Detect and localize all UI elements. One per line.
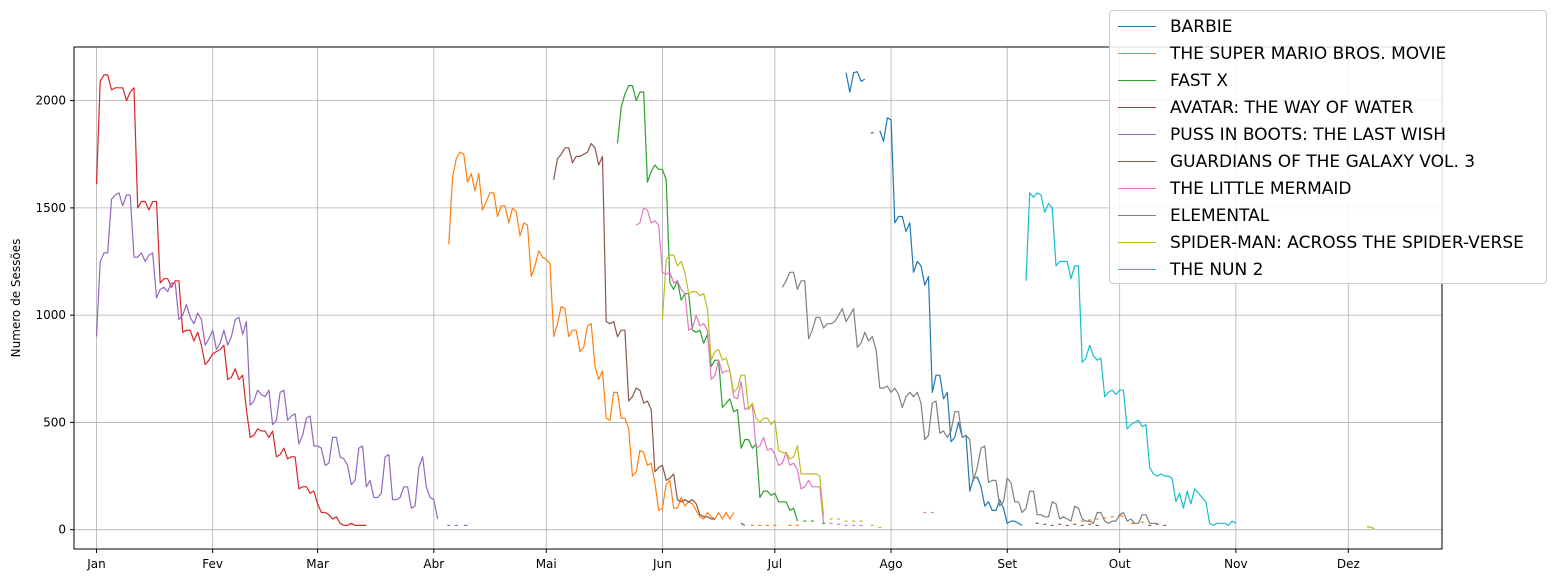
legend-swatch xyxy=(1118,215,1156,216)
legend-label: GUARDIANS OF THE GALAXY VOL. 3 xyxy=(1170,151,1476,172)
series-3 xyxy=(95,74,367,527)
x-tick-label: Jan xyxy=(86,557,106,571)
legend-label: THE SUPER MARIO BROS. MOVIE xyxy=(1170,43,1447,64)
x-axis: Jan Fev Mar Abr Mai Jun Jul Ago Set Out Nov Dez xyxy=(86,549,1360,571)
y-tick-label: 1000 xyxy=(35,308,66,322)
legend-swatch xyxy=(1118,26,1156,27)
series-line xyxy=(95,74,367,527)
x-tick-label: Jun xyxy=(652,557,672,571)
legend-swatch xyxy=(1118,188,1156,189)
legend-swatch xyxy=(1118,161,1156,162)
legend-item: SPIDER-MAN: ACROSS THE SPIDER-VERSE xyxy=(1118,229,1524,256)
legend-item: PUSS IN BOOTS: THE LAST WISH xyxy=(1118,121,1446,148)
legend-label: PUSS IN BOOTS: THE LAST WISH xyxy=(1170,124,1447,145)
legend: BARBIE THE SUPER MARIO BROS. MOVIE FAST X A… xyxy=(1109,10,1547,284)
series-line xyxy=(553,142,715,520)
legend-label: BARBIE xyxy=(1170,16,1233,37)
series-line xyxy=(740,522,746,526)
series-line xyxy=(448,151,735,520)
legend-item: THE NUN 2 xyxy=(1118,256,1263,283)
legend-label: THE LITTLE MERMAID xyxy=(1170,178,1352,199)
series-2 xyxy=(616,84,826,524)
legend-label: THE NUN 2 xyxy=(1170,259,1264,280)
y-tick-label: 500 xyxy=(43,415,66,429)
legend-label: ELEMENTAL xyxy=(1170,205,1270,226)
legend-swatch xyxy=(1118,80,1156,81)
x-tick-label: Ago xyxy=(879,557,902,571)
y-axis-label: Numero de Sessões xyxy=(9,239,23,358)
series-6 xyxy=(635,207,934,527)
series-4 xyxy=(95,192,468,527)
legend-item: GUARDIANS OF THE GALAXY VOL. 3 xyxy=(1118,148,1475,175)
series-line xyxy=(879,117,1023,526)
legend-item: THE LITTLE MERMAID xyxy=(1118,175,1352,202)
legend-item: ELEMENTAL xyxy=(1118,202,1269,229)
series-line xyxy=(1366,525,1375,530)
x-tick-label: Set xyxy=(997,557,1017,571)
legend-label: FAST X xyxy=(1170,70,1229,91)
legend-item: AVATAR: THE WAY OF WATER xyxy=(1118,94,1414,121)
series-0 xyxy=(845,71,1023,526)
y-tick-label: 1500 xyxy=(35,201,66,215)
x-tick-label: Mar xyxy=(306,557,329,571)
series-line xyxy=(635,207,825,524)
legend-swatch xyxy=(1118,53,1156,54)
legend-swatch xyxy=(1118,242,1156,243)
x-tick-label: Fev xyxy=(202,557,223,571)
x-tick-label: Mai xyxy=(536,557,557,571)
series-9 xyxy=(1025,192,1237,527)
series-line xyxy=(95,192,439,520)
legend-label: AVATAR: THE WAY OF WATER xyxy=(1170,97,1414,118)
x-tick-label: Abr xyxy=(423,557,444,571)
series-line xyxy=(1119,514,1124,518)
series-line xyxy=(661,254,825,517)
y-tick-label: 2000 xyxy=(35,94,66,108)
legend-item: BARBIE xyxy=(1118,13,1233,40)
plot-frame xyxy=(73,46,1443,550)
plot-series xyxy=(95,71,1375,530)
series-7 xyxy=(781,271,1158,524)
series-line xyxy=(1025,192,1237,527)
series-line xyxy=(845,71,866,93)
legend-item: THE SUPER MARIO BROS. MOVIE xyxy=(1118,40,1446,67)
series-5 xyxy=(553,142,1167,527)
legend-item: FAST X xyxy=(1118,67,1228,94)
x-tick-label: Jul xyxy=(767,557,782,571)
series-line xyxy=(781,271,1158,524)
series-8 xyxy=(661,254,1375,530)
y-axis: 0 500 1000 1500 2000 xyxy=(35,94,74,537)
legend-label: SPIDER-MAN: ACROSS THE SPIDER-VERSE xyxy=(1170,232,1524,253)
x-tick-label: Nov xyxy=(1224,557,1247,571)
x-tick-label: Dez xyxy=(1337,557,1360,571)
legend-swatch xyxy=(1118,107,1156,108)
legend-swatch xyxy=(1118,269,1156,270)
y-tick-label: 0 xyxy=(58,523,66,537)
legend-swatch xyxy=(1118,134,1156,135)
x-tick-label: Out xyxy=(1109,557,1131,571)
